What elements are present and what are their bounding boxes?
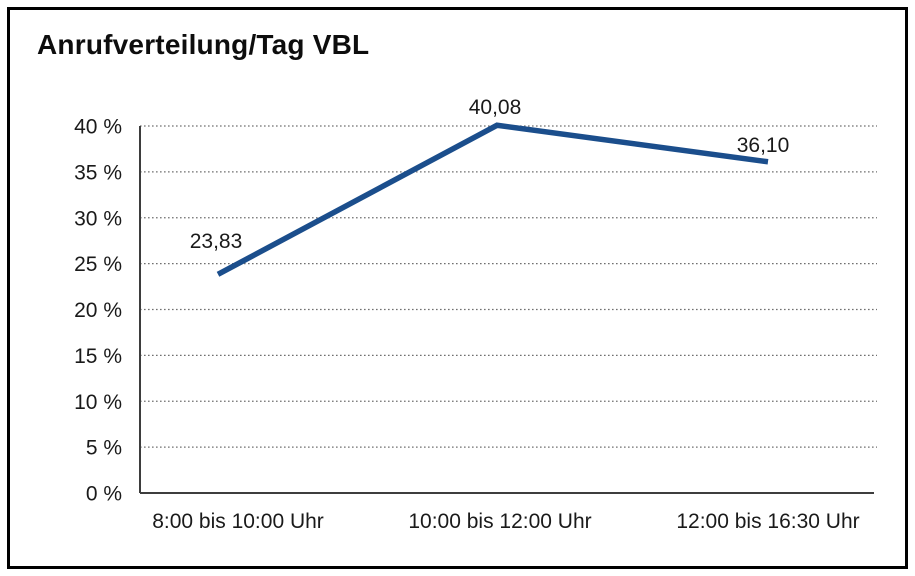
y-tick-label: 35 % (74, 161, 122, 184)
y-tick-label: 0 % (86, 483, 122, 506)
y-tick-label: 25 % (74, 253, 122, 276)
y-tick-label: 20 % (74, 299, 122, 322)
point-label: 40,08 (469, 96, 522, 119)
x-category-label: 12:00 bis 16:30 Uhr (676, 510, 859, 533)
chart-title: Anrufverteilung/Tag VBL (37, 29, 370, 60)
x-category-label: 8:00 bis 10:00 Uhr (152, 510, 324, 533)
point-label: 23,83 (190, 230, 243, 253)
y-tick-label: 10 % (74, 391, 122, 414)
point-label: 36,10 (737, 134, 790, 157)
series-line (216, 122, 769, 277)
y-tick-label: 30 % (74, 207, 122, 230)
y-tick-label: 15 % (74, 345, 122, 368)
y-tick-label: 40 % (74, 116, 122, 139)
chart-border-frame (7, 7, 908, 569)
x-category-label: 10:00 bis 12:00 Uhr (408, 510, 591, 533)
y-tick-label: 5 % (86, 437, 122, 460)
